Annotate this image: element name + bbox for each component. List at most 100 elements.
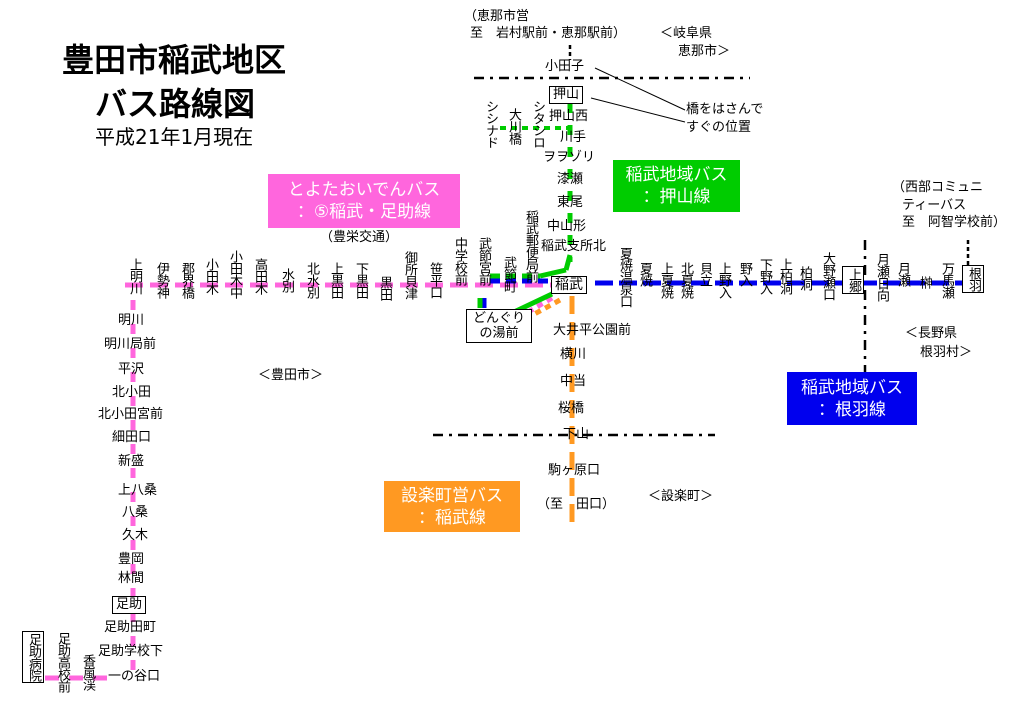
stop-label: 笹平口	[427, 262, 442, 298]
note-taguchi: （至 田口）	[537, 497, 616, 512]
stop-label: 上野入	[716, 262, 731, 298]
stop-label: 漆瀬	[557, 172, 584, 187]
operator-label: （豊栄交通）	[320, 230, 399, 245]
pointer-line	[590, 97, 686, 123]
stop-label: 八桑	[122, 505, 149, 520]
route-name: 稲武地域バス	[801, 377, 903, 398]
stop-label: シタシロ	[530, 100, 545, 148]
map-title-line2: バス路線図	[95, 85, 256, 123]
route-name: とよたおいでんバス	[287, 180, 441, 200]
stop-label: 下野入	[757, 258, 772, 294]
stop-label: 高田木	[252, 258, 267, 294]
stop-label: 新盛	[118, 454, 145, 469]
note-seibu: （西部コミュニ	[892, 180, 984, 195]
stop-label: 中学校前	[452, 237, 467, 285]
stop-label: 足助学校下	[98, 644, 164, 659]
stop-label: 稲武支所北	[541, 239, 607, 254]
stop-label: 郡界橋	[179, 262, 194, 298]
stop-label: 上八桑	[118, 483, 158, 498]
stop-label: 中当	[560, 374, 587, 389]
stop-label: 久木	[122, 528, 149, 543]
stop-label: 明川局前	[104, 337, 157, 352]
stop-label: 下山	[563, 427, 590, 442]
route-line: ：押山線	[642, 187, 711, 207]
stop-label: 水別	[279, 268, 294, 292]
major-stop: 足助	[112, 596, 147, 614]
stop-label: 御所貝津	[402, 251, 417, 299]
green-route-hub	[563, 254, 573, 271]
stop-label: 万馬瀬	[939, 262, 954, 298]
stop-label: 柏洞	[797, 266, 812, 290]
note-seibu-3: 至 阿智学校前）	[902, 215, 1007, 230]
stop-label: 一の谷口	[108, 669, 161, 684]
stop-label: 野入	[737, 262, 752, 286]
stop-label: 足助田町	[104, 620, 157, 635]
stop-label: 黒田	[377, 276, 392, 300]
stop-label: 小田子	[545, 59, 585, 74]
note-shitara-town: ＜設楽町＞	[648, 489, 714, 504]
stop-label: 伊勢神	[154, 262, 169, 298]
stop-label: 大野瀬口	[820, 252, 835, 300]
note-ena: （恵那市営	[464, 9, 530, 24]
legend-toyota-oiden: とよたおいでんバス ：⑤稲武・足助線	[268, 174, 460, 228]
stop-label: 林間	[118, 571, 145, 586]
stop-label: 武節町	[501, 256, 516, 292]
green-route-hub-west	[539, 267, 567, 279]
pointer-line	[594, 67, 686, 111]
legend-nebane: 稲武地域バス ：根羽線	[787, 372, 917, 425]
note-ena-dest: 至 岩村駅前・恵那駅前）	[470, 26, 627, 41]
stop-label: 足助高校前	[55, 632, 70, 692]
stop-label: 東尾	[557, 195, 584, 210]
stop-label: 上柏洞	[777, 258, 792, 294]
stop-label: 明川	[118, 313, 145, 328]
stop-label: 北水別	[304, 262, 319, 298]
stop-label: 夏焼	[637, 262, 652, 286]
stop-label: 上黒田	[328, 262, 343, 298]
stop-label: 月瀬	[895, 262, 910, 286]
stop-label: 北小田	[112, 385, 152, 400]
stop-label: 桜橋	[558, 401, 585, 416]
route-line: ：稲武線	[418, 507, 486, 528]
stop-label: 北夏焼	[678, 262, 693, 298]
stop-label: 上夏焼	[658, 262, 673, 298]
note-gifu: ＜岐阜県	[660, 26, 713, 41]
stop-label: 上明川	[127, 258, 142, 294]
stop-label: 香嵐渓	[80, 654, 95, 690]
stop-label: 大井平公園前	[553, 323, 632, 338]
major-stop: 上郷	[842, 266, 864, 294]
stop-label: 細田口	[112, 430, 152, 445]
hub-stop-inabu: 稲武	[551, 276, 587, 294]
stop-label: 夏焼温泉口	[617, 247, 632, 307]
stop-label: 下黒田	[353, 262, 368, 298]
note-toyota-city: ＜豊田市＞	[258, 368, 324, 383]
stop-label: 豊岡	[118, 552, 145, 567]
major-stop: 足助病院	[22, 631, 44, 683]
stop-label: 榊	[917, 276, 932, 288]
stop-label: 中山形	[547, 219, 587, 234]
stop-label: 小田木中	[227, 250, 242, 298]
stop-label: シシナド	[483, 100, 498, 148]
major-stop: 根羽	[962, 265, 984, 293]
note-ena-city: 恵那市＞	[678, 44, 731, 59]
stop-label: 押山西	[549, 109, 589, 124]
note-nebane-village: 根羽村＞	[920, 345, 973, 360]
stop-label: 北小田宮前	[98, 407, 164, 422]
route-line: ：⑤稲武・足助線	[296, 202, 432, 222]
stop-label: 貝立	[697, 262, 712, 286]
stop-label: 武節宮前	[476, 237, 491, 285]
stop-label: ヲヲゾリ	[543, 150, 596, 165]
stop-label: 横川	[560, 347, 587, 362]
map-title-line1: 豊田市稲武地区	[62, 41, 287, 79]
legend-oshiyama: 稲武地域バス ：押山線	[613, 160, 740, 212]
note-seibu-2: ティーバス	[902, 198, 967, 213]
legend-shitara: 設楽町営バス ：稲武線	[384, 481, 520, 532]
route-name: 稲武地域バス	[625, 165, 728, 185]
route-line: ：根羽線	[818, 399, 886, 420]
map-date: 平成21年1月現在	[95, 125, 254, 149]
note-nagano: ＜長野県	[905, 326, 958, 341]
stop-label: 平沢	[118, 362, 145, 377]
route-name: 設楽町営バス	[401, 485, 503, 506]
stop-label: 川手	[560, 130, 587, 145]
note-bridge: 橋をはさんで	[686, 102, 764, 117]
